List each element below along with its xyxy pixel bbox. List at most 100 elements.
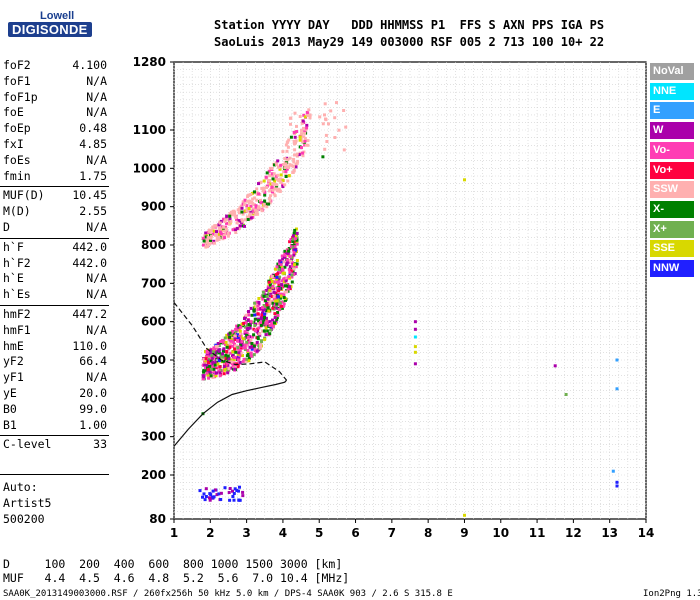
param-value: N/A: [86, 152, 107, 167]
echo-point: [253, 190, 256, 194]
param-value: 20.0: [79, 386, 107, 400]
echo-point: [253, 324, 257, 327]
echo-point: [275, 302, 279, 306]
echo-point: [232, 363, 236, 367]
echo-point: [306, 114, 310, 117]
param-row-b0: B0 99.0: [3, 402, 107, 417]
echo-point: [242, 321, 246, 325]
echo-point: [234, 355, 238, 359]
echo-point: [249, 306, 253, 310]
echo-point: [290, 264, 294, 268]
y-tick-label: 400: [141, 391, 166, 405]
echo-point: [295, 154, 299, 158]
echo-point: [303, 137, 307, 140]
echo-point: [241, 360, 245, 363]
legend-item-w: W: [650, 122, 694, 140]
echo-point: [247, 313, 251, 317]
param-key: fxI: [3, 137, 24, 151]
echo-point: [232, 356, 236, 360]
echo-point: [225, 345, 229, 349]
echo-point: [333, 116, 337, 120]
echo-point: [238, 332, 242, 336]
echo-point: [245, 215, 249, 219]
auto-artist: Artist5: [3, 496, 52, 510]
echo-point: [295, 227, 298, 231]
echo-point: [302, 135, 306, 139]
echo-point: [236, 339, 239, 342]
echo-point: [294, 265, 298, 269]
echo-point: [274, 161, 278, 165]
echo-point: [289, 245, 293, 249]
echo-point: [285, 165, 289, 169]
echo-point: [276, 262, 280, 266]
echo-point: [235, 349, 239, 353]
echo-point: [272, 297, 276, 301]
y-tick-label: 80: [149, 512, 166, 526]
echo-point: [222, 365, 226, 368]
echo-point: [282, 293, 286, 297]
x-tick-label: 1: [170, 526, 178, 540]
echo-point: [288, 270, 292, 274]
param-row-ye: yE 20.0: [3, 386, 107, 401]
echo-point: [229, 338, 233, 341]
echo-point: [202, 375, 206, 379]
echo-point: [208, 370, 212, 374]
echo-point: [214, 233, 218, 237]
param-row-h-f2: h`F2 442.0: [3, 256, 107, 271]
echo-point: [271, 174, 275, 177]
file-info-footer: SAA0K_2013149003000.RSF / 260fx256h 50 k…: [3, 589, 453, 599]
echo-point: [324, 133, 328, 137]
echo-point: [208, 498, 212, 502]
echo-point: [222, 347, 226, 351]
echo-point: [227, 357, 231, 361]
echo-point: [239, 351, 243, 355]
echo-point: [215, 230, 218, 234]
echo-point: [273, 321, 276, 325]
x-tick-label: 14: [638, 526, 655, 540]
echo-point: [235, 324, 239, 328]
echo-point: [335, 101, 338, 105]
echo-point: [269, 286, 273, 290]
echo-point: [206, 373, 210, 377]
echo-point: [268, 332, 272, 336]
echo-point: [206, 238, 210, 242]
echo-point: [204, 350, 207, 354]
echo-point: [255, 187, 259, 191]
echo-point: [247, 207, 251, 210]
echo-point: [231, 489, 234, 493]
param-value: 4.100: [72, 58, 107, 72]
echo-point: [318, 115, 322, 119]
echo-point: [611, 469, 615, 473]
echo-point: [239, 204, 243, 208]
echo-point: [249, 212, 253, 216]
echo-point: [272, 172, 276, 176]
echo-point: [209, 493, 213, 497]
echo-point: [303, 139, 307, 143]
echo-point: [272, 192, 276, 196]
echo-point: [238, 349, 242, 352]
echo-point: [261, 297, 265, 301]
param-value: 66.4: [79, 354, 107, 369]
echo-point: [270, 325, 273, 329]
echo-point: [231, 495, 235, 498]
echo-point: [257, 300, 261, 304]
echo-point: [223, 236, 227, 240]
echo-point: [247, 323, 251, 326]
echo-point: [202, 357, 206, 361]
echo-point: [267, 292, 271, 296]
echo-point: [283, 166, 287, 170]
echo-point: [274, 291, 278, 295]
echo-point: [246, 195, 249, 199]
echo-point: [221, 352, 224, 356]
echo-point: [225, 333, 229, 337]
echo-point: [217, 492, 221, 496]
echo-point: [265, 329, 269, 333]
echo-point: [291, 237, 295, 241]
echo-point: [240, 340, 244, 344]
echo-point: [289, 122, 292, 126]
echo-point: [288, 254, 292, 258]
echo-point: [228, 487, 232, 490]
echo-point: [255, 209, 259, 213]
echo-point: [221, 355, 225, 359]
param-key: h`F: [3, 239, 24, 254]
